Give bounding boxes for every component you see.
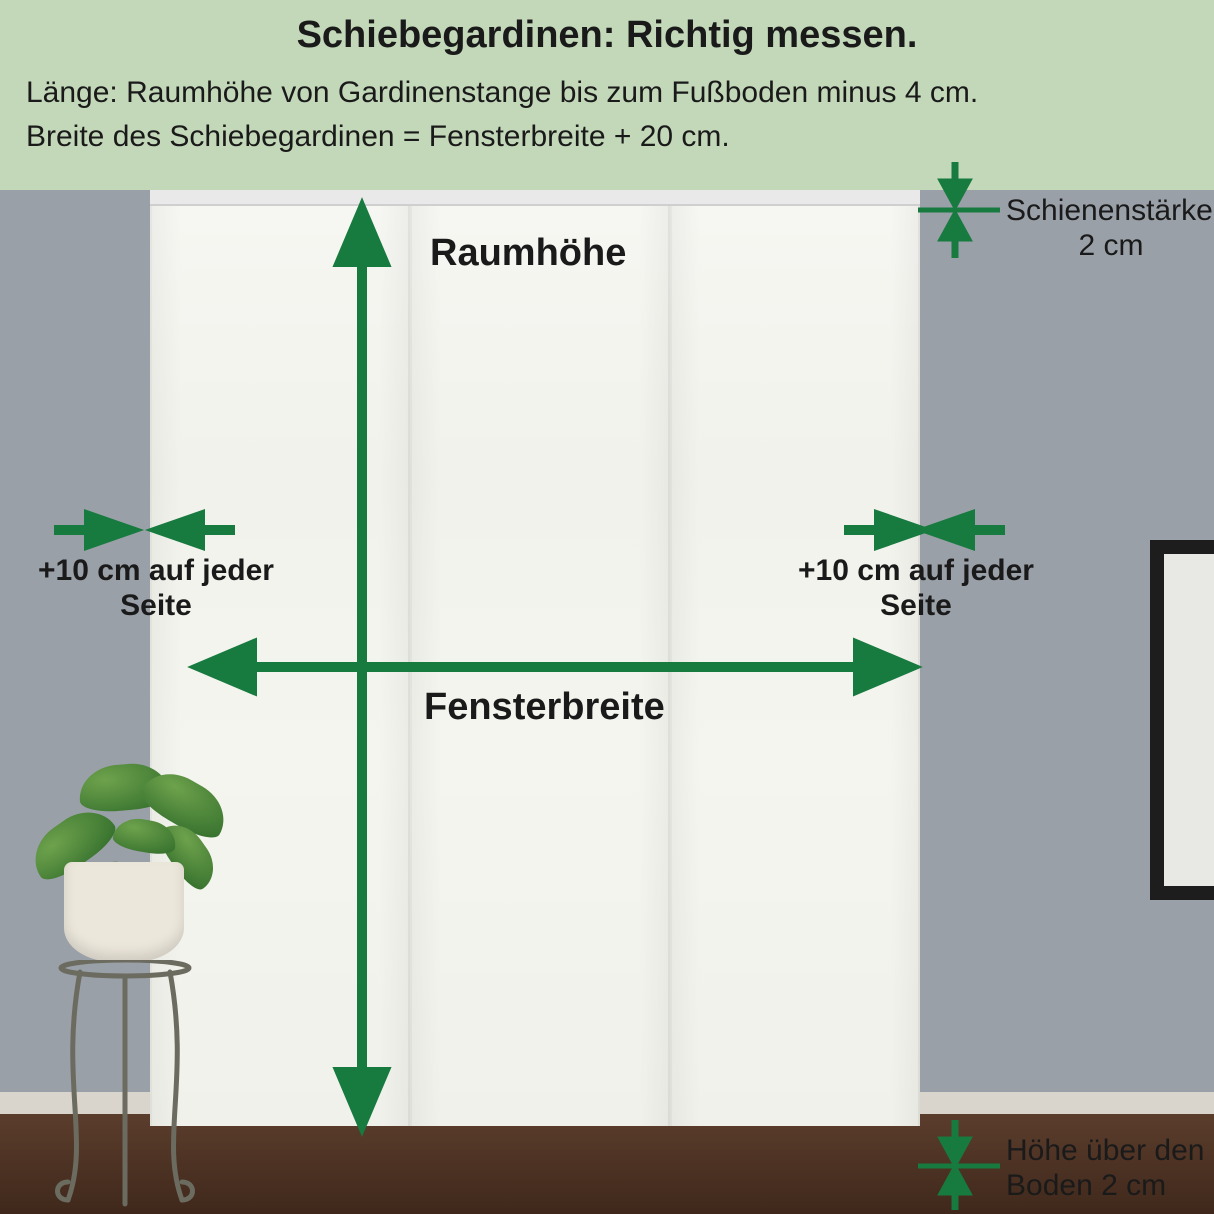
header: Schiebegardinen: Richtig messen. Länge: … xyxy=(0,0,1214,190)
diagram-stage: Schiebegardinen: Richtig messen. Länge: … xyxy=(0,0,1214,1214)
subtitle-line: Länge: Raumhöhe von Gardinenstange bis z… xyxy=(26,71,1188,115)
label-raumhoehe: Raumhöhe xyxy=(430,232,626,275)
label-rail-thickness: Schienenstärke 2 cm xyxy=(1006,194,1214,263)
label-floor-gap-1: Höhe über den xyxy=(1006,1134,1205,1167)
label-side-left: +10 cm auf jeder Seite xyxy=(6,554,306,623)
label-floor-gap: Höhe über den Boden 2 cm xyxy=(1006,1134,1214,1203)
plant xyxy=(20,702,220,1122)
plant-pot xyxy=(64,862,184,962)
picture-frame xyxy=(1150,540,1214,900)
plant-stand-legs xyxy=(50,960,200,1210)
label-rail-thickness-2: 2 cm xyxy=(1006,229,1214,264)
label-side-right: +10 cm auf jeder Seite xyxy=(766,554,1066,623)
label-rail-thickness-1: Schienenstärke xyxy=(1006,194,1213,227)
curtain-panel xyxy=(670,206,920,1126)
label-fensterbreite: Fensterbreite xyxy=(424,686,665,729)
curtain-panel xyxy=(410,206,670,1126)
subtitle-line: Breite des Schiebegardinen = Fensterbrei… xyxy=(26,115,1188,159)
curtain-rail xyxy=(150,188,920,206)
label-floor-gap-2: Boden 2 cm xyxy=(1006,1169,1166,1202)
page-title: Schiebegardinen: Richtig messen. xyxy=(26,14,1188,57)
